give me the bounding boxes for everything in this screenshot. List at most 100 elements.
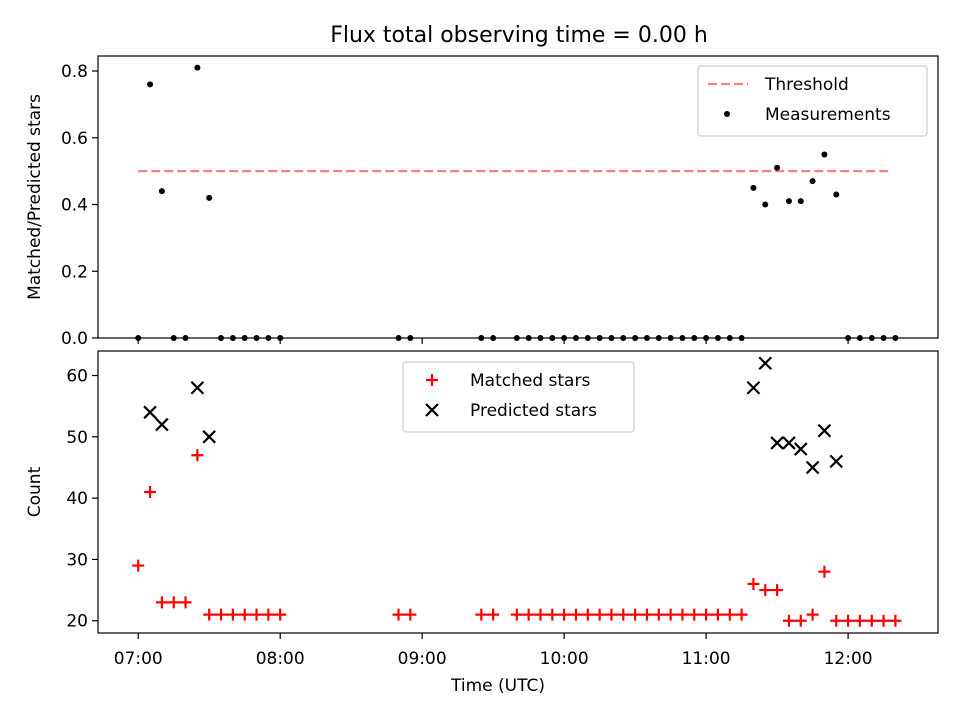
data-point <box>584 335 591 341</box>
data-point <box>747 577 760 590</box>
data-point <box>655 335 662 341</box>
data-point <box>558 608 571 621</box>
data-point <box>170 335 177 341</box>
data-point <box>829 454 844 469</box>
data-point <box>782 436 796 450</box>
data-point <box>226 608 239 621</box>
data-point <box>191 449 204 462</box>
data-point <box>703 335 710 341</box>
data-point <box>605 608 618 621</box>
bottom-xtick-label: 12:00 <box>824 649 873 669</box>
data-point <box>596 335 603 341</box>
data-point <box>620 335 627 341</box>
data-point <box>818 565 831 578</box>
data-point <box>842 614 855 627</box>
data-point <box>190 381 205 395</box>
bottom-plot-frame <box>97 350 939 634</box>
bottom-xtick-label: 11:00 <box>682 649 731 669</box>
legend-swatch <box>426 374 438 386</box>
data-point <box>167 596 180 609</box>
bottom-xtick-label: 09:00 <box>398 649 447 669</box>
data-point <box>853 614 866 627</box>
data-point <box>525 335 532 341</box>
data-point <box>726 335 733 341</box>
data-point <box>794 614 807 627</box>
data-point <box>218 335 225 341</box>
top-ytick-label: 0.0 <box>61 329 88 349</box>
data-point <box>265 335 272 341</box>
data-point <box>561 335 568 341</box>
legend-frame <box>697 65 928 137</box>
data-point <box>833 191 840 198</box>
bottom-series-predicted-stars <box>143 356 844 475</box>
data-point <box>793 442 808 456</box>
data-point <box>549 335 556 341</box>
data-point <box>215 608 228 621</box>
data-point <box>182 335 189 341</box>
data-point <box>534 608 547 621</box>
data-point <box>679 335 686 341</box>
top-ylabel: Matched/Predicted stars <box>25 94 45 300</box>
data-point <box>487 608 500 621</box>
data-point <box>632 335 639 341</box>
data-point <box>809 178 816 185</box>
data-point <box>759 584 772 597</box>
data-point <box>880 335 887 341</box>
bottom-ytick-label: 20 <box>66 612 88 632</box>
legend-swatch <box>425 403 439 417</box>
data-point <box>762 201 769 208</box>
data-point <box>155 596 168 609</box>
bottom-xtick-label: 08:00 <box>256 649 305 669</box>
data-point <box>537 335 544 341</box>
data-point <box>253 335 260 341</box>
data-point <box>241 335 248 341</box>
top-ytick-label: 0.6 <box>61 129 88 149</box>
data-point <box>490 335 497 341</box>
data-point <box>593 608 606 621</box>
data-point <box>877 614 890 627</box>
top-legend: Threshold Measurements <box>697 65 928 137</box>
legend-label: Predicted stars <box>470 401 597 421</box>
data-point <box>179 596 192 609</box>
bottom-series-matched-stars <box>132 449 902 627</box>
data-point <box>889 614 902 627</box>
data-point <box>738 335 745 341</box>
data-point <box>407 335 414 341</box>
data-point <box>758 356 773 371</box>
data-point <box>147 81 154 88</box>
data-point <box>782 614 795 627</box>
data-point <box>676 608 689 621</box>
bottom-legend: Matched stars Predicted stars <box>402 361 635 433</box>
legend-swatch <box>724 111 730 117</box>
data-point <box>856 335 863 341</box>
data-point <box>135 335 142 341</box>
data-point <box>714 335 721 341</box>
data-point <box>395 335 402 341</box>
data-point <box>250 608 263 621</box>
data-point <box>845 335 852 341</box>
data-point <box>522 608 535 621</box>
data-point <box>478 335 485 341</box>
data-point <box>475 608 488 621</box>
data-point <box>581 608 594 621</box>
data-point <box>771 584 784 597</box>
data-point <box>785 198 792 205</box>
bottom-xlabel: Time (UTC) <box>450 676 545 696</box>
data-point <box>202 430 216 444</box>
data-point <box>797 198 804 205</box>
top-panel: 0.0 0.2 0.4 0.6 0.8 Matched/Predicted stars Th… <box>25 55 939 349</box>
data-point <box>617 608 630 621</box>
top-series-measurements <box>135 64 899 341</box>
chart-title: Flux total observing time = 0.00 h <box>330 23 708 48</box>
legend-label: Measurements <box>765 105 891 125</box>
data-point <box>643 335 650 341</box>
data-point <box>892 335 899 341</box>
data-point <box>132 559 145 572</box>
data-point <box>640 608 653 621</box>
data-point <box>774 164 781 171</box>
data-point <box>277 335 284 341</box>
top-ytick-label: 0.2 <box>61 262 88 282</box>
data-point <box>262 608 275 621</box>
data-point <box>569 608 582 621</box>
